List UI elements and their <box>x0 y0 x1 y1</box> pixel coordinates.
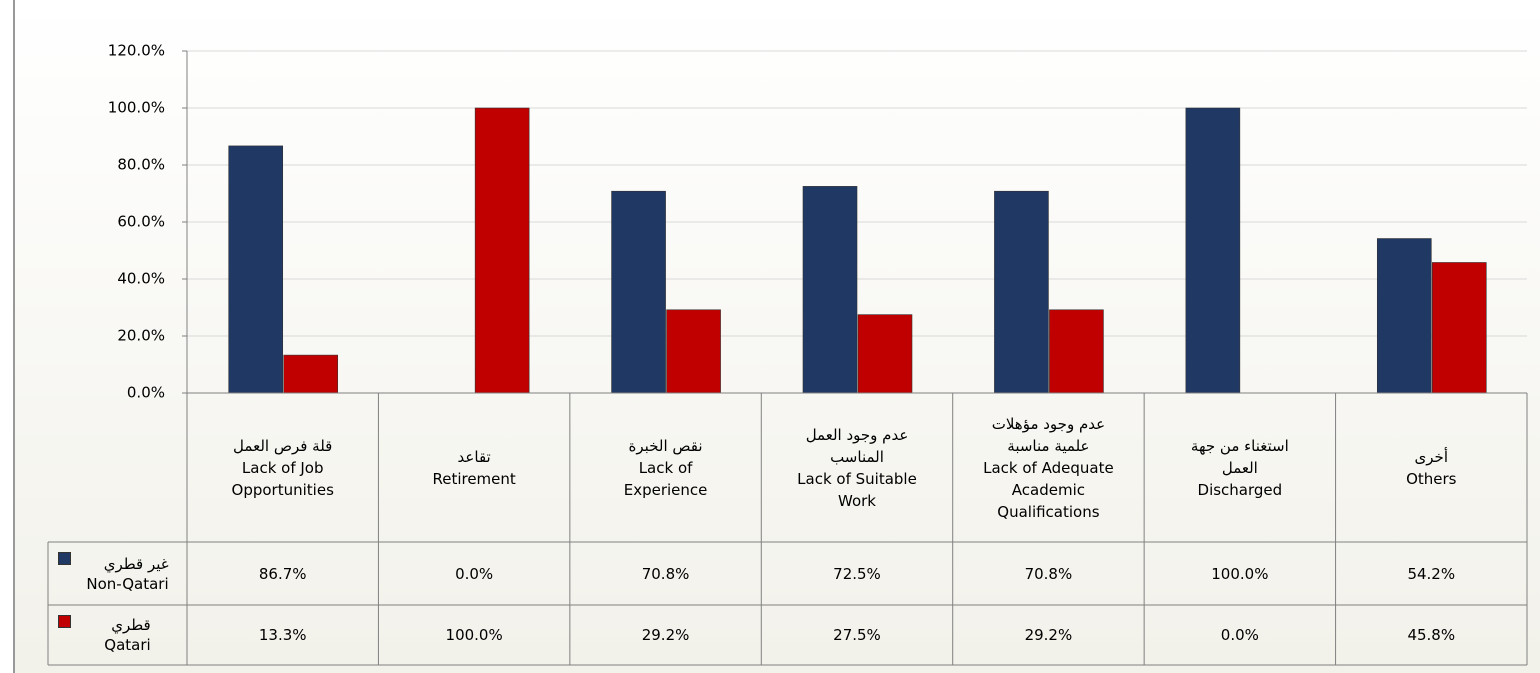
x-tick-label: استغناء من جهة العمل Discharged <box>1190 436 1289 499</box>
x-tick-label: نقص الخبرة Lack of Experience <box>623 436 708 499</box>
bar <box>1376 238 1432 394</box>
x-tick-label: أخرى Others <box>1406 447 1457 488</box>
y-tick-label: 0.0% <box>127 384 165 402</box>
y-tick-label: 40.0% <box>117 270 165 288</box>
value-label: 100.0% <box>1211 564 1269 583</box>
legend-label: قطري Qatari <box>104 616 151 654</box>
value-label: 0.0% <box>1220 626 1259 644</box>
x-tick-label: تقاعد Retirement <box>432 447 516 488</box>
value-label: 54.2% <box>1407 564 1456 583</box>
value-label: 0.0% <box>455 564 494 583</box>
bar <box>228 145 284 394</box>
value-label: 70.8% <box>641 564 690 583</box>
legend-swatch <box>58 552 71 565</box>
value-label: 29.2% <box>641 626 690 644</box>
y-tick-label: 120.0% <box>108 42 165 60</box>
value-label: 45.8% <box>1407 626 1456 644</box>
bar <box>1431 262 1487 394</box>
legend-label: غير قطري Non-Qatari <box>86 554 169 593</box>
bar <box>994 190 1049 394</box>
bar <box>1185 107 1241 394</box>
value-label: 29.2% <box>1024 626 1073 644</box>
value-label: 86.7% <box>258 564 307 583</box>
y-tick-label: 100.0% <box>108 99 165 117</box>
value-label: 27.5% <box>833 626 881 644</box>
bar <box>1049 309 1104 394</box>
legend-swatch <box>58 615 71 628</box>
bar <box>474 107 530 394</box>
value-label: 72.5% <box>833 564 881 583</box>
bar <box>283 354 339 394</box>
x-tick-label: قلة فرص العمل Lack of Job Opportunities <box>231 436 334 499</box>
y-tick-label: 80.0% <box>117 156 165 174</box>
x-tick-label: عدم وجود العمل المناسب Lack of Suitable … <box>797 425 917 510</box>
bar <box>611 190 666 394</box>
value-label: 13.3% <box>258 626 307 644</box>
value-label: 70.8% <box>1024 564 1073 583</box>
y-tick-label: 60.0% <box>117 213 165 231</box>
bar <box>802 186 858 394</box>
bar <box>857 314 913 394</box>
y-tick-label: 20.0% <box>117 327 165 345</box>
bar <box>666 309 721 394</box>
value-label: 100.0% <box>445 626 503 644</box>
x-tick-label: عدم وجود مؤهلات علمية مناسبة Lack of Ade… <box>983 414 1114 521</box>
